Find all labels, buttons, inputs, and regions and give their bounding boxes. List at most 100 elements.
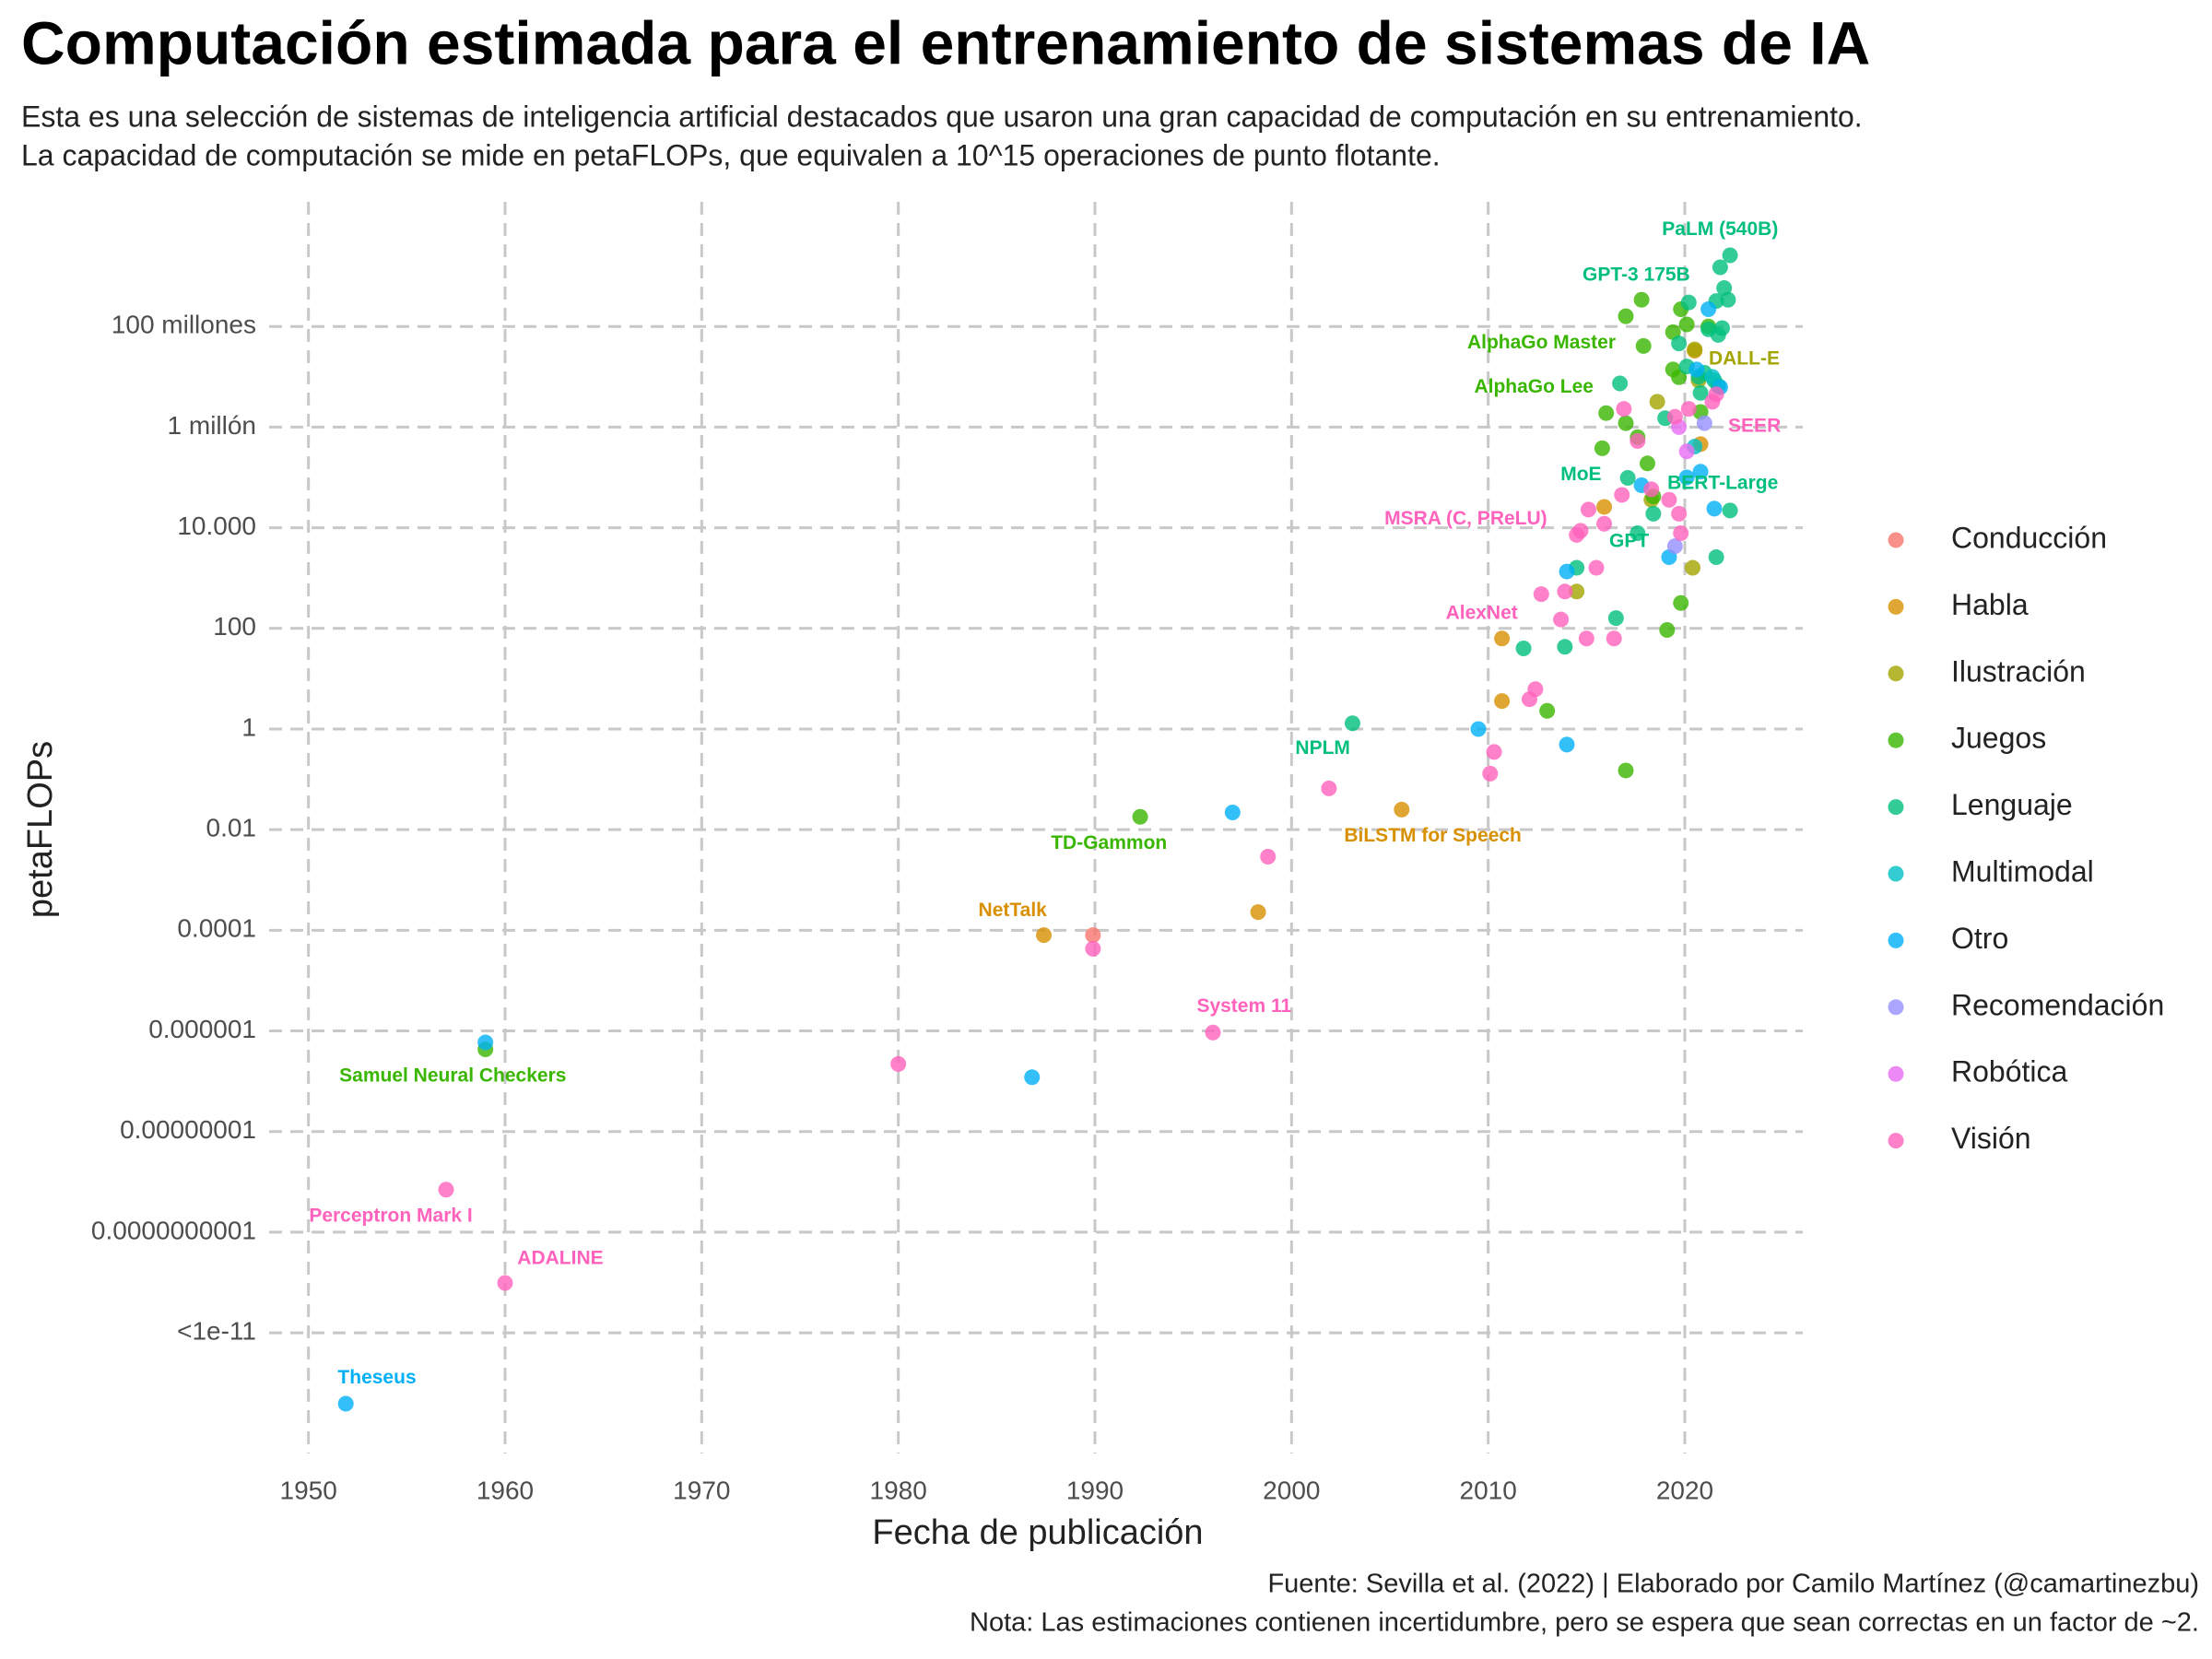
point-label: DALL-E [1709, 347, 1780, 369]
data-point [1527, 681, 1544, 698]
point-label: NetTalk [979, 900, 1048, 921]
data-point [1596, 515, 1613, 532]
subtitle: La capacidad de computación se mide en p… [21, 138, 1441, 171]
point-label: GPT-3 175B [1583, 265, 1690, 286]
data-point [1687, 341, 1703, 358]
data-point [1692, 384, 1709, 401]
data-point [1661, 491, 1677, 508]
legend-label: Juegos [1951, 722, 2046, 755]
y-tick-label: 0.0000000001 [91, 1216, 256, 1244]
data-point [1594, 440, 1610, 456]
data-point [1559, 736, 1575, 753]
data-point [1557, 639, 1573, 655]
data-point [1559, 563, 1575, 580]
x-tick-label: 1970 [673, 1476, 730, 1504]
y-tick-label: 1 millón [168, 411, 256, 440]
legend-label: Otro [1951, 922, 2008, 955]
point-label: BiLSTM for Speech [1344, 825, 1522, 846]
data-point [1036, 927, 1053, 944]
data-point [1580, 501, 1596, 518]
legend-label: Conducción [1951, 521, 2107, 554]
point-label: MSRA (C, PReLU) [1384, 508, 1547, 529]
data-point [1482, 765, 1499, 782]
data-point [1692, 464, 1709, 480]
data-point [1494, 693, 1511, 710]
point-label: BERT-Large [1667, 473, 1778, 494]
data-point [1659, 622, 1676, 639]
legend-marker [1888, 598, 1904, 615]
data-point [890, 1055, 907, 1072]
data-point [1712, 259, 1728, 276]
data-point [1643, 481, 1660, 498]
data-point [1494, 630, 1511, 647]
data-point [1722, 247, 1738, 264]
chart-title: Computación estimada para el entrenamien… [21, 8, 1870, 76]
data-point [1515, 641, 1532, 657]
data-point [1588, 559, 1605, 576]
data-point [497, 1275, 513, 1291]
data-point [1666, 538, 1683, 555]
point-label: MoE [1560, 464, 1601, 485]
data-point [1630, 524, 1646, 541]
data-point [1085, 940, 1101, 957]
legend-marker [1888, 1065, 1904, 1082]
data-point [1321, 780, 1337, 796]
legend-marker [1888, 799, 1904, 816]
point-label: PaLM (540B) [1662, 218, 1778, 240]
data-point [477, 1034, 494, 1051]
x-tick-label: 1980 [870, 1476, 927, 1504]
point-label: SEER [1728, 416, 1781, 437]
y-axis-title: petaFLOPs [21, 741, 60, 918]
data-point [1557, 583, 1573, 600]
data-point [1132, 808, 1148, 825]
legend-marker [1888, 999, 1904, 1016]
caption: Nota: Las estimaciones contienen incerti… [970, 1608, 2199, 1638]
x-tick-label: 1990 [1066, 1476, 1124, 1504]
y-tick-label: 0.00000001 [120, 1115, 256, 1144]
data-point [1598, 405, 1615, 421]
data-point [1678, 469, 1695, 486]
data-point [1085, 927, 1101, 944]
data-point [1706, 500, 1723, 517]
data-point [1722, 502, 1738, 519]
data-point [1024, 1069, 1041, 1086]
data-point [1635, 337, 1652, 354]
data-point [1569, 583, 1585, 600]
subtitle: Esta es una selección de sistemas de int… [21, 100, 1863, 133]
x-axis-title: Fecha de publicación [872, 1513, 1203, 1552]
point-label: AlphaGo Lee [1474, 376, 1594, 397]
legend-label: Lenguaje [1951, 788, 2073, 821]
x-tick-label: 2010 [1460, 1476, 1517, 1504]
data-point [1630, 432, 1646, 449]
y-tick-label: 100 millones [112, 311, 256, 339]
data-point [1614, 487, 1630, 503]
data-point [1700, 301, 1717, 318]
data-point [1665, 361, 1681, 378]
x-tick-label: 2020 [1656, 1476, 1713, 1504]
data-point [1678, 443, 1695, 460]
y-tick-label: 1 [241, 712, 256, 741]
legend-label: Recomendación [1951, 988, 2164, 1021]
data-point [1224, 804, 1241, 820]
legend-marker [1888, 932, 1904, 948]
x-tick-label: 1950 [280, 1476, 337, 1504]
data-point [1539, 702, 1556, 719]
y-tick-label: <1e-11 [177, 1316, 256, 1345]
data-point [1260, 849, 1277, 865]
data-point [1607, 610, 1624, 627]
y-tick-label: 0.01 [206, 814, 257, 842]
grid [269, 202, 1803, 1453]
data-point [1618, 415, 1634, 431]
data-point [1720, 291, 1736, 308]
legend-marker [1888, 532, 1904, 548]
legend-label: Robótica [1951, 1055, 2068, 1088]
legend-marker [1888, 732, 1904, 748]
data-point [1696, 415, 1712, 431]
y-tick-label: 0.0001 [177, 914, 256, 943]
data-point [1470, 721, 1487, 737]
point-label: GPT [1609, 530, 1649, 551]
legend-marker [1888, 665, 1904, 682]
y-tick-label: 0.000001 [148, 1015, 256, 1043]
data-point [1685, 559, 1701, 576]
